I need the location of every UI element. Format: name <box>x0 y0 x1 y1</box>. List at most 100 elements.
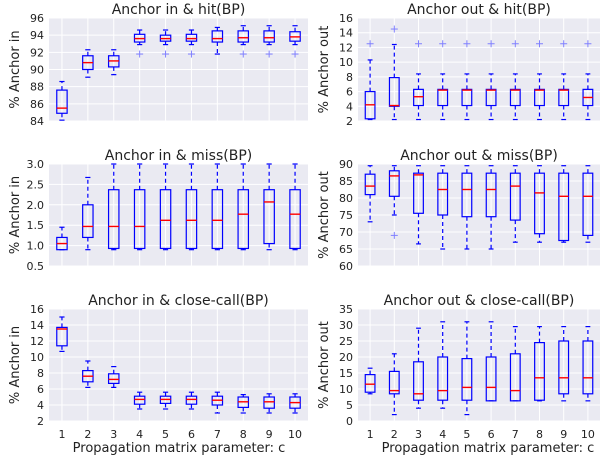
box-7 <box>211 26 224 55</box>
box-iqr <box>185 395 198 405</box>
x-tick-label: 1 <box>58 428 65 441</box>
x-tick-label: 2 <box>391 428 398 441</box>
box-9 <box>558 40 570 121</box>
box-iqr <box>56 326 68 347</box>
box-10 <box>582 165 594 243</box>
box-10 <box>582 40 594 121</box>
y-tick-label: 85 <box>339 175 353 188</box>
box-iqr <box>558 88 570 107</box>
flier-marker <box>291 50 299 58</box>
box-1 <box>364 367 376 395</box>
box-iqr <box>133 189 146 250</box>
box-iqr <box>56 89 68 114</box>
flier-marker <box>415 40 422 48</box>
y-tick-label: 2 <box>346 115 353 128</box>
flier-marker <box>560 40 568 48</box>
chart-title: Anchor out & close-call(BP) <box>384 293 575 309</box>
box-8 <box>237 163 250 251</box>
x-tick-label: 4 <box>136 428 143 441</box>
box-3 <box>413 327 424 409</box>
box-1 <box>56 316 68 352</box>
box-3 <box>413 40 424 121</box>
box-iqr <box>485 356 497 402</box>
box-6 <box>485 321 497 402</box>
y-tick-label: 0.5 <box>27 260 45 273</box>
box-2 <box>388 25 400 121</box>
box-4 <box>133 163 146 251</box>
box-iqr <box>388 170 400 197</box>
box-iqr <box>107 189 120 250</box>
y-tick-label: 16 <box>339 12 353 25</box>
y-axis-label: % Anchor out <box>317 171 332 259</box>
plot-area <box>49 164 308 266</box>
box-iqr <box>82 204 94 239</box>
box-iqr <box>107 373 120 384</box>
flier-marker <box>487 40 495 48</box>
box-8 <box>237 394 250 414</box>
y-tick-label: 12 <box>30 335 44 348</box>
y-tick-label: 8 <box>346 71 353 84</box>
box-5 <box>461 165 473 250</box>
y-tick-label: 6 <box>37 383 44 396</box>
flier-marker <box>536 40 543 48</box>
box-iqr <box>237 189 250 250</box>
x-tick-label: 8 <box>536 428 543 441</box>
y-tick-label: 35 <box>339 303 353 316</box>
box-3 <box>107 49 120 76</box>
box-iqr <box>263 189 275 245</box>
box-2 <box>388 165 400 239</box>
y-tick-label: 86 <box>30 98 44 111</box>
y-tick-label: 65 <box>339 243 353 256</box>
chart-title: Anchor out & hit(BP) <box>407 2 551 18</box>
box-1 <box>364 40 376 121</box>
y-tick-label: 1.5 <box>27 219 45 232</box>
chart-title: Anchor in & hit(BP) <box>112 2 246 18</box>
y-tick-label: 80 <box>339 192 353 205</box>
box-2 <box>82 176 94 251</box>
box-iqr <box>413 361 424 401</box>
y-tick-label: 2 <box>37 415 44 428</box>
y-axis-label: % Anchor out <box>317 26 332 114</box>
x-tick-label: 3 <box>110 428 117 441</box>
box-iqr <box>263 30 275 43</box>
box-iqr <box>364 374 376 393</box>
flier-marker <box>584 40 592 48</box>
flier-marker <box>390 231 398 239</box>
plot-area <box>358 309 600 421</box>
y-tick-label: 30 <box>339 319 353 332</box>
box-4 <box>437 40 449 121</box>
box-8 <box>534 40 545 121</box>
x-tick-label: 1 <box>367 428 374 441</box>
box-1 <box>364 165 376 223</box>
box-5 <box>159 391 172 410</box>
box-9 <box>263 25 275 58</box>
y-tick-label: 10 <box>30 351 44 364</box>
y-tick-label: 84 <box>30 115 44 128</box>
box-3 <box>413 165 424 245</box>
x-tick-label: 5 <box>162 428 169 441</box>
box-iqr <box>159 189 172 250</box>
box-3 <box>107 163 120 251</box>
box-iqr <box>461 88 473 107</box>
box-3 <box>107 366 120 388</box>
box-iqr <box>133 395 146 405</box>
box-9 <box>263 163 275 251</box>
box-8 <box>237 25 250 58</box>
y-tick-label: 4 <box>346 100 353 113</box>
x-tick-label: 8 <box>240 428 247 441</box>
box-iqr <box>485 172 497 218</box>
box-2 <box>82 49 94 78</box>
y-axis-label: % Anchor out <box>317 321 332 409</box>
box-4 <box>437 165 449 250</box>
x-tick-label: 6 <box>188 428 195 441</box>
box-7 <box>509 165 521 243</box>
box-iqr <box>263 396 275 409</box>
box-iqr <box>185 189 198 250</box>
box-5 <box>159 29 172 58</box>
x-tick-label: 10 <box>581 428 595 441</box>
box-5 <box>159 163 172 251</box>
box-1 <box>56 80 68 121</box>
box-2 <box>388 353 400 416</box>
box-9 <box>558 165 570 243</box>
